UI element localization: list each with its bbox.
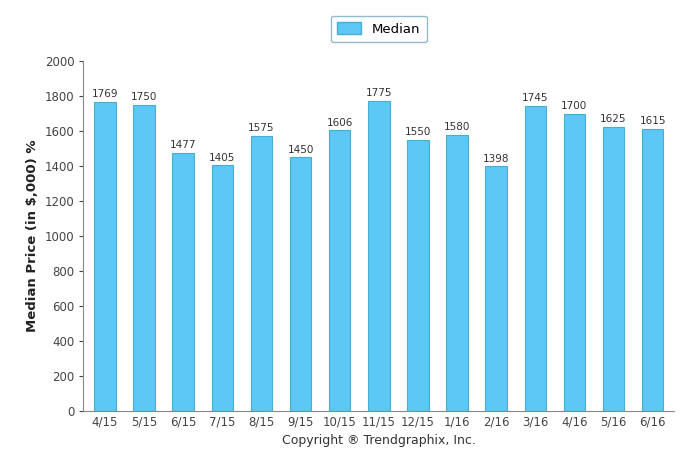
Bar	[485, 167, 507, 411]
Legend: Median: Median	[331, 16, 427, 42]
Text: 1745: 1745	[522, 93, 548, 103]
Bar	[94, 101, 115, 411]
Text: 1477: 1477	[170, 140, 197, 150]
Y-axis label: Median Price (in $,000) %: Median Price (in $,000) %	[26, 140, 39, 332]
Bar	[407, 140, 429, 411]
Text: 1575: 1575	[248, 123, 275, 133]
Text: 1700: 1700	[562, 101, 587, 111]
Bar	[133, 105, 155, 411]
Text: 1405: 1405	[209, 152, 236, 163]
Text: 1606: 1606	[327, 118, 353, 127]
Bar	[446, 135, 468, 411]
Text: 1750: 1750	[131, 93, 157, 102]
Text: 1398: 1398	[483, 154, 509, 164]
Text: 1450: 1450	[287, 145, 313, 155]
Bar	[290, 158, 311, 411]
Bar	[172, 153, 194, 411]
Bar	[603, 127, 624, 411]
Text: 1775: 1775	[366, 88, 392, 98]
Text: 1625: 1625	[600, 114, 627, 124]
Text: 1615: 1615	[639, 116, 666, 126]
Bar	[329, 130, 350, 411]
X-axis label: Copyright ® Trendgraphix, Inc.: Copyright ® Trendgraphix, Inc.	[282, 434, 475, 447]
Bar	[525, 106, 546, 411]
Bar	[211, 165, 233, 411]
Bar	[564, 114, 585, 411]
Bar	[251, 135, 272, 411]
Text: 1769: 1769	[92, 89, 118, 99]
Bar	[368, 101, 389, 411]
Text: 1580: 1580	[444, 122, 471, 132]
Text: 1550: 1550	[404, 127, 431, 137]
Bar	[642, 128, 664, 411]
